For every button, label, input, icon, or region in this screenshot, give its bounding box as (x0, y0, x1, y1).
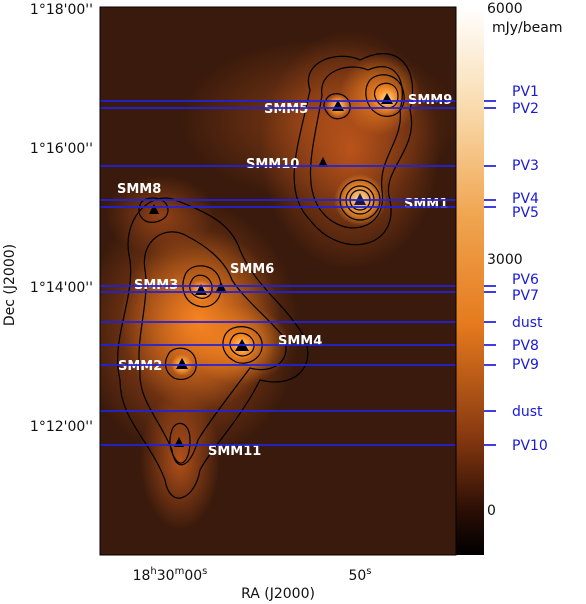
colorbar-tick-6000: 6000 (487, 1, 523, 17)
smm2-marker (176, 358, 188, 369)
x-tick-seconds-unit: s (202, 566, 207, 577)
colorbar-unit: mJy/beam (492, 20, 563, 36)
x-tick-minutes: 30 (157, 568, 175, 584)
cut-label-pv6: PV6 (512, 272, 539, 288)
source-label-smm8: SMM8 (117, 182, 161, 197)
y-tick-label-3: 1°14'00'' (30, 280, 93, 296)
contours (117, 53, 414, 499)
cut-label-dust-1: dust (512, 315, 543, 331)
source-label-smm5: SMM5 (264, 102, 308, 117)
cut-labels: PV1 PV2 PV3 PV4 PV5 PV6 PV7 dust PV8 PV9… (512, 84, 548, 454)
x-axis-label: RA (J2000) (241, 586, 315, 602)
cut-label-pv1: PV1 (512, 84, 539, 100)
x-tick-minutes-unit: m (175, 566, 185, 577)
cut-label-pv3: PV3 (512, 158, 539, 174)
cut-lines (100, 100, 496, 446)
source-label-smm2: SMM2 (118, 359, 162, 374)
x-tick-seconds-50: 50 (348, 568, 366, 584)
x-tick-seconds-50-unit: s (366, 566, 371, 577)
cut-label-pv2: PV2 (512, 101, 539, 117)
source-label-smm4: SMM4 (278, 334, 322, 349)
smm8-marker (149, 204, 159, 214)
cut-label-pv4: PV4 (512, 191, 539, 207)
cut-label-pv8: PV8 (512, 338, 539, 354)
x-axis: 18h30m00s 50s RA (J2000) (133, 566, 372, 602)
source-label-smm11: SMM11 (208, 444, 261, 459)
plot-frame (99, 6, 457, 556)
cut-label-pv9: PV9 (512, 357, 539, 373)
x-tick-hours: 18 (133, 568, 151, 584)
cut-label-pv10: PV10 (512, 438, 548, 454)
colorbar-tick-3000: 3000 (487, 252, 523, 268)
colorbar: 6000 mJy/beam 3000 0 (456, 1, 563, 555)
smm1-marker (354, 193, 366, 205)
smm6-marker (215, 282, 227, 293)
smm10-marker (318, 157, 328, 167)
y-tick-label-1: 1°18'00'' (30, 2, 93, 18)
source-label-smm6: SMM6 (230, 262, 274, 277)
cut-label-dust-2: dust (512, 404, 543, 420)
x-tick-hours-unit: h (150, 566, 156, 577)
y-tick-label-2: 1°16'00'' (30, 141, 93, 157)
colorbar-tick-0: 0 (487, 503, 496, 519)
x-tick-label-2: 50s (348, 566, 371, 584)
colorbar-gradient (456, 7, 484, 555)
x-tick-seconds: 00 (184, 568, 202, 584)
cut-label-pv7: PV7 (512, 288, 539, 304)
x-tick-label-1: 18h30m00s (133, 566, 208, 584)
cut-label-pv5: PV5 (512, 205, 539, 221)
y-axis-label: Dec (J2000) (2, 244, 18, 326)
y-axis: 1°18'00'' 1°16'00'' 1°14'00'' 1°12'00'' … (2, 2, 93, 435)
source-label-smm10: SMM10 (246, 157, 299, 172)
y-tick-label-4: 1°12'00'' (30, 419, 93, 435)
